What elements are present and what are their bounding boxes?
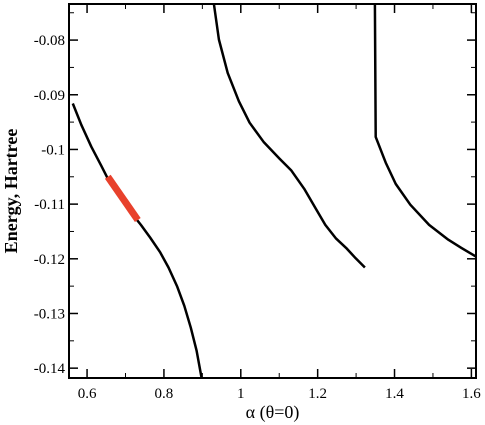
x-tick-label: 0.8: [155, 386, 174, 402]
y-axis-label: Energy, Hartree: [1, 129, 21, 254]
y-tick-label: -0.14: [34, 361, 66, 377]
y-tick-label: -0.09: [34, 88, 65, 104]
x-tick-label: 1.2: [308, 386, 327, 402]
x-tick-label: 1.6: [462, 386, 481, 402]
highlight-segment: [104, 174, 141, 222]
curve-1: [71, 103, 203, 379]
curve-2: [212, 3, 366, 269]
x-tick-label: 1: [237, 386, 245, 402]
x-tick-label: 1.4: [385, 386, 404, 402]
x-axis: 0.6 0.8 1 1.2 1.4 1.6: [78, 4, 481, 402]
y-tick-label: -0.1: [41, 142, 65, 158]
y-tick-label: -0.12: [34, 252, 65, 268]
y-tick-label: -0.13: [34, 306, 65, 322]
plot-frame: [68, 3, 477, 379]
x-axis-label: α (θ=0): [246, 402, 300, 423]
x-tick-label: 0.6: [78, 386, 97, 402]
y-axis: -0.08 -0.09 -0.1 -0.11 -0.12 -0.13 -0.14: [34, 12, 476, 377]
y-tick-label: -0.11: [34, 197, 65, 213]
curve-3: [373, 3, 477, 258]
curves-layer: [71, 3, 477, 379]
y-tick-label: -0.08: [34, 33, 65, 49]
